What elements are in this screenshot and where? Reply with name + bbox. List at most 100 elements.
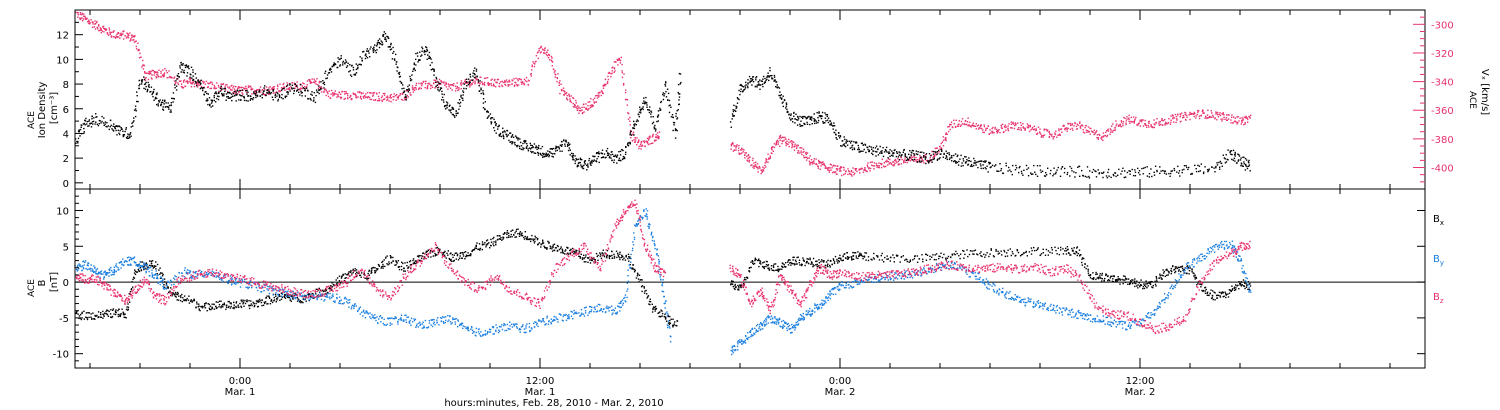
density-point	[907, 159, 910, 161]
density-point	[114, 127, 117, 130]
density-point	[1129, 173, 1131, 175]
vx-point	[881, 158, 883, 160]
vx-point	[123, 38, 125, 40]
vx-point	[381, 100, 384, 102]
vx-point	[1022, 126, 1024, 129]
density-point	[195, 82, 197, 84]
vx-point	[141, 66, 143, 68]
b-bx-point	[249, 304, 251, 307]
density-point	[588, 159, 590, 162]
density-point	[1098, 172, 1101, 174]
density-point	[83, 132, 85, 135]
vx-point	[390, 100, 392, 103]
b-bx-point	[396, 262, 398, 264]
density-point	[164, 99, 166, 101]
density-point	[409, 78, 412, 80]
vx-point	[889, 158, 891, 161]
vx-point	[381, 95, 383, 97]
vx-point	[986, 127, 988, 129]
vx-point	[262, 93, 265, 95]
vx-point	[517, 84, 520, 86]
vx-point	[496, 81, 498, 84]
density-point	[523, 140, 526, 142]
density-point	[130, 126, 132, 128]
density-point	[554, 153, 556, 155]
top-right-tick-label: -400	[1431, 164, 1454, 175]
b-bx-point	[222, 303, 224, 306]
density-point	[252, 97, 255, 99]
vx-point	[82, 18, 85, 20]
vx-point	[961, 123, 964, 125]
vx-point	[957, 125, 960, 127]
vx-point	[780, 137, 782, 139]
density-point	[441, 90, 443, 93]
b-bx-point	[79, 317, 81, 320]
vx-point	[392, 99, 395, 101]
b-bx-point	[233, 306, 235, 309]
vx-point	[103, 31, 105, 33]
vx-point	[811, 163, 814, 165]
b-bx-point	[107, 309, 109, 312]
density-point	[215, 101, 217, 103]
vx-point	[91, 26, 94, 28]
b-bx-point	[340, 276, 343, 278]
vx-point	[426, 87, 429, 89]
vx-point	[1013, 123, 1015, 125]
density-point	[429, 64, 431, 66]
vx-point	[972, 124, 974, 126]
vx-point	[217, 84, 220, 87]
density-point	[747, 79, 749, 81]
vx-point	[110, 31, 113, 34]
vx-point	[109, 32, 111, 34]
density-point	[909, 150, 911, 152]
density-point	[529, 148, 532, 150]
density-point	[980, 165, 982, 167]
vx-point	[1248, 116, 1251, 118]
b-bx-point	[395, 261, 398, 263]
b-bx-point	[497, 238, 499, 241]
b-bx-point	[442, 253, 444, 256]
vx-point	[637, 141, 639, 144]
density-point	[1245, 165, 1247, 167]
vx-point	[942, 136, 944, 138]
vx-point	[189, 77, 192, 80]
b-bx-point	[456, 254, 459, 257]
density-point	[1246, 167, 1249, 170]
vx-point	[574, 106, 576, 108]
density-point	[502, 127, 504, 129]
vx-point	[245, 85, 247, 88]
density-point	[796, 119, 798, 121]
b-bx-point	[119, 313, 121, 316]
b-bx-point	[461, 257, 463, 259]
vx-point	[939, 145, 941, 148]
vx-point	[1172, 115, 1174, 117]
density-point	[232, 95, 234, 97]
density-point	[1186, 166, 1188, 169]
density-point	[156, 103, 158, 106]
density-point	[968, 160, 970, 162]
density-point	[638, 111, 641, 113]
density-point	[824, 117, 827, 119]
vx-point	[475, 78, 477, 80]
density-point	[1027, 175, 1030, 177]
density-point	[229, 97, 231, 99]
density-point	[95, 113, 97, 115]
vx-point	[749, 156, 751, 158]
vx-point	[867, 166, 869, 168]
density-point	[879, 145, 881, 148]
vx-point	[191, 83, 194, 85]
vx-point	[1141, 119, 1143, 121]
b-bx-point	[479, 248, 481, 250]
density-point	[766, 75, 769, 77]
vx-point	[488, 83, 490, 86]
density-point	[132, 121, 134, 123]
vx-point	[418, 82, 420, 85]
density-point	[639, 106, 641, 108]
vx-point	[192, 81, 195, 83]
density-point	[531, 147, 533, 149]
density-point	[656, 115, 659, 118]
vx-point	[132, 39, 134, 41]
vx-point	[730, 148, 732, 150]
vx-point	[378, 98, 380, 100]
density-point	[446, 105, 448, 107]
